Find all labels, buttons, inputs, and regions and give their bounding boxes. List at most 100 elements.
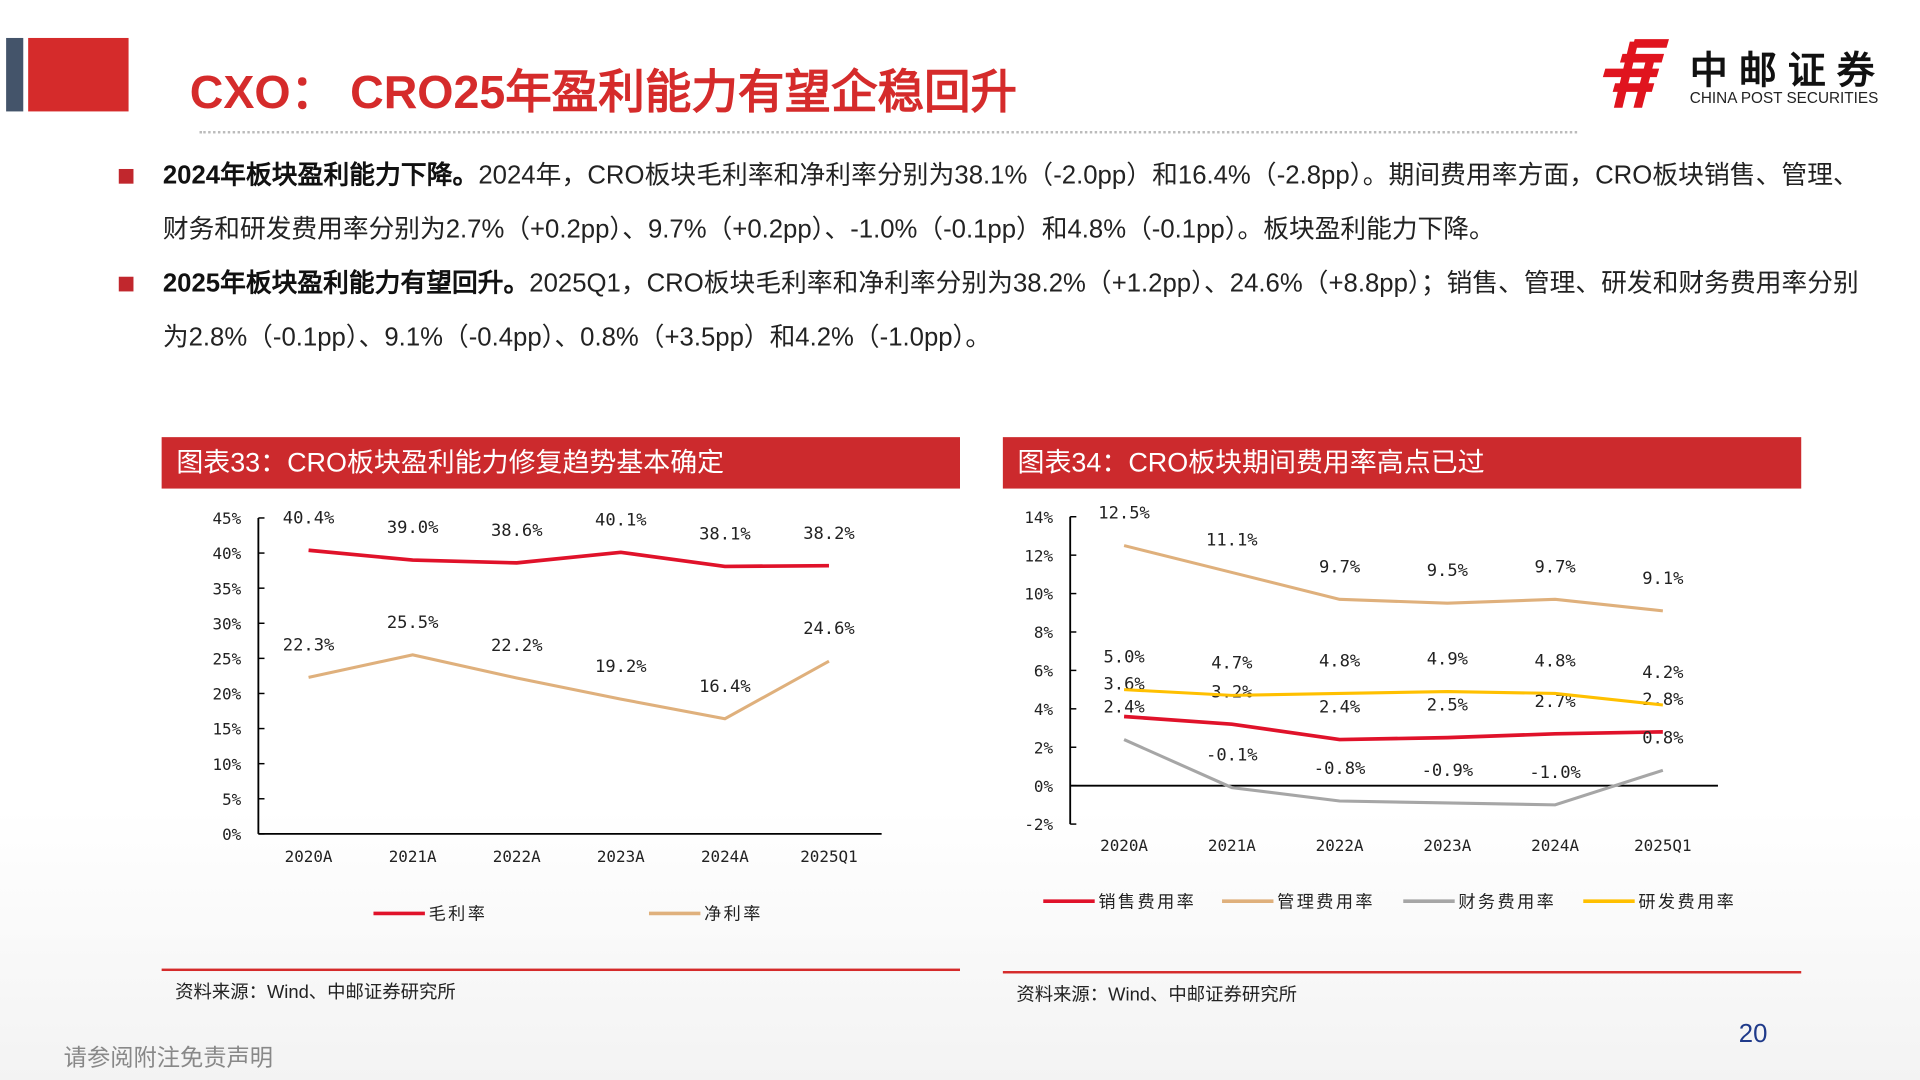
chart1-series-line-3 [1123,688,1664,707]
chart0-x-tick-label: 2022A [493,847,541,866]
chart0-x-tick-label: 2021A [389,847,437,866]
china-post-securities-logo: 中邮证券 CHINA POST SECURITIES [1598,37,1898,113]
bullet-icon [118,168,134,184]
chart0-legend-label: 毛利率 [429,905,488,925]
figure-33-source-divider [161,968,960,972]
chart1-series-line-2 [1123,738,1664,807]
chart1-data-label: 4.8% [1534,652,1576,672]
chart1-x-tick-label: 2023A [1423,836,1471,855]
paragraph-1-text: 2024年，CRO板块毛利率和净利率分别为38.1%（-2.0pp）和16.4%… [162,161,1859,244]
chart1-data-label: 9.7% [1319,557,1361,577]
chart1-data-label: 11.1% [1206,531,1258,551]
chart1-data-label: -1.0% [1529,763,1581,783]
chart0-data-label: 16.4% [699,677,751,697]
chart1-series-line-0 [1123,714,1663,742]
paragraph-2-lead: 2025年板块盈利能力有望回升。 [162,269,530,298]
chart1-y-tick-label: -2% [1024,815,1053,834]
chart1-legend-label: 销售费用率 [1098,892,1196,912]
chart1-data-label: -0.1% [1206,746,1258,766]
bullet-icon [118,276,134,292]
chart1-y-tick-label: 2% [1034,738,1054,757]
chart1-y-tick-label: 4% [1034,700,1054,719]
chart0-series-line-0 [308,548,829,569]
chart1-y-tick-label: 6% [1034,662,1054,681]
chart1-y-tick-label: 0% [1034,777,1054,796]
chart1-data-label: 4.7% [1211,653,1253,673]
chart1-data-label: 4.8% [1319,652,1361,672]
figure-34-source: 资料来源：Wind、中邮证券研究所 [1016,984,1297,1006]
chart1-data-label: -0.9% [1422,761,1474,781]
figure-34-source-divider [1002,971,1802,974]
chart0-x-tick-label: 2020A [285,847,333,866]
chart1-data-label: 0.8% [1642,728,1684,748]
chart0-data-label: 40.4% [283,508,335,528]
chart0-data-label: 38.2% [803,524,855,544]
chart1-legend-label: 研发费用率 [1638,892,1736,912]
header-accent-red [28,37,129,112]
chart0-data-label: 38.6% [491,521,543,541]
chart0-data-label: 22.2% [491,636,543,656]
chart0-data-label: 25.5% [387,613,439,633]
paragraph-2: 2025年板块盈利能力有望回升。2025Q1，CRO板块毛利率和净利率分别为38… [118,257,1859,365]
chart1-data-label: 12.5% [1098,504,1150,524]
chart0-y-tick-label: 40% [212,544,241,563]
chart1-legend-label: 管理费用率 [1277,892,1375,912]
chart1-legend-label: 财务费用率 [1458,892,1556,912]
chart0-y-tick-label: 30% [212,614,241,633]
chart0-y-tick-label: 20% [212,685,241,704]
logo-mark-icon [1602,39,1669,108]
logo-en: CHINA POST SECURITIES [1689,89,1879,107]
chart1-data-label: 2.4% [1103,698,1145,718]
figure-34-title: 图表34：CRO板块期间费用率高点已过 [1002,437,1802,489]
chart1-data-label: 2.7% [1534,692,1576,712]
chart0-y-tick-label: 45% [212,509,241,528]
logo-cn: 中邮证券 [1689,48,1886,92]
page-title: CXO： CRO25年盈利能力有望企稳回升 [189,67,1018,119]
chart1-data-label: 2.5% [1427,696,1469,716]
chart1-y-tick-label: 10% [1024,585,1053,604]
chart1-data-label: 2.8% [1642,690,1684,710]
chart0-y-tick-label: 5% [222,790,242,809]
bullet-list: 2024年板块盈利能力下降。2024年，CRO板块毛利率和净利率分别为38.1%… [118,149,1859,365]
chart0-data-label: 22.3% [283,635,335,655]
disclaimer: 请参阅附注免责声明 [63,1045,274,1072]
chart1-series-line-1 [1123,544,1664,613]
chart1-y-tick-label: 12% [1024,546,1053,565]
chart1-data-label: 4.9% [1427,650,1469,670]
chart1-data-label: 4.2% [1642,663,1684,683]
chart1-data-label: 9.1% [1642,569,1684,589]
chart1-data-label: 9.7% [1534,557,1576,577]
chart0-y-tick-label: 15% [212,720,241,739]
chart1-data-label: 5.0% [1103,648,1145,668]
chart1-y-tick-label: 8% [1034,623,1054,642]
chart0-series-line-1 [308,653,830,721]
chart1-data-label: 9.5% [1427,561,1469,581]
chart0-y-tick-label: 0% [222,825,242,844]
chart0-data-label: 40.1% [595,510,647,530]
chart1-data-label: 3.2% [1211,682,1253,702]
chart1-x-tick-label: 2022A [1316,836,1364,855]
chart1-x-tick-label: 2024A [1531,836,1579,855]
chart1-data-label: -0.8% [1314,759,1366,779]
chart0-data-label: 39.0% [387,518,439,538]
page-number: 20 [1738,1020,1768,1049]
chart1-y-tick-label: 14% [1024,508,1053,527]
title-divider [199,131,1578,134]
chart0-data-label: 38.1% [699,524,751,544]
chart0-data-label: 24.6% [803,619,855,639]
chart0-y-tick-label: 35% [212,579,241,598]
chart0-y-tick-label: 10% [212,755,241,774]
chart1-x-tick-label: 2025Q1 [1634,836,1691,855]
figure-33-title: 图表33：CRO板块盈利能力修复趋势基本确定 [161,437,960,489]
figure-33-source: 资料来源：Wind、中邮证券研究所 [175,982,456,1003]
chart0-legend-label: 净利率 [704,905,763,925]
chart0-data-label: 19.2% [595,657,647,677]
chart0-y-tick-label: 25% [212,649,241,668]
paragraph-2-text: 2025Q1，CRO板块毛利率和净利率分别为38.2%（+1.2pp）、24.6… [162,269,1859,352]
paragraph-1: 2024年板块盈利能力下降。2024年，CRO板块毛利率和净利率分别为38.1%… [118,149,1859,257]
chart0-x-tick-label: 2025Q1 [800,847,857,866]
chart1-x-tick-label: 2021A [1208,836,1256,855]
chart1-data-label: 2.4% [1319,698,1361,718]
